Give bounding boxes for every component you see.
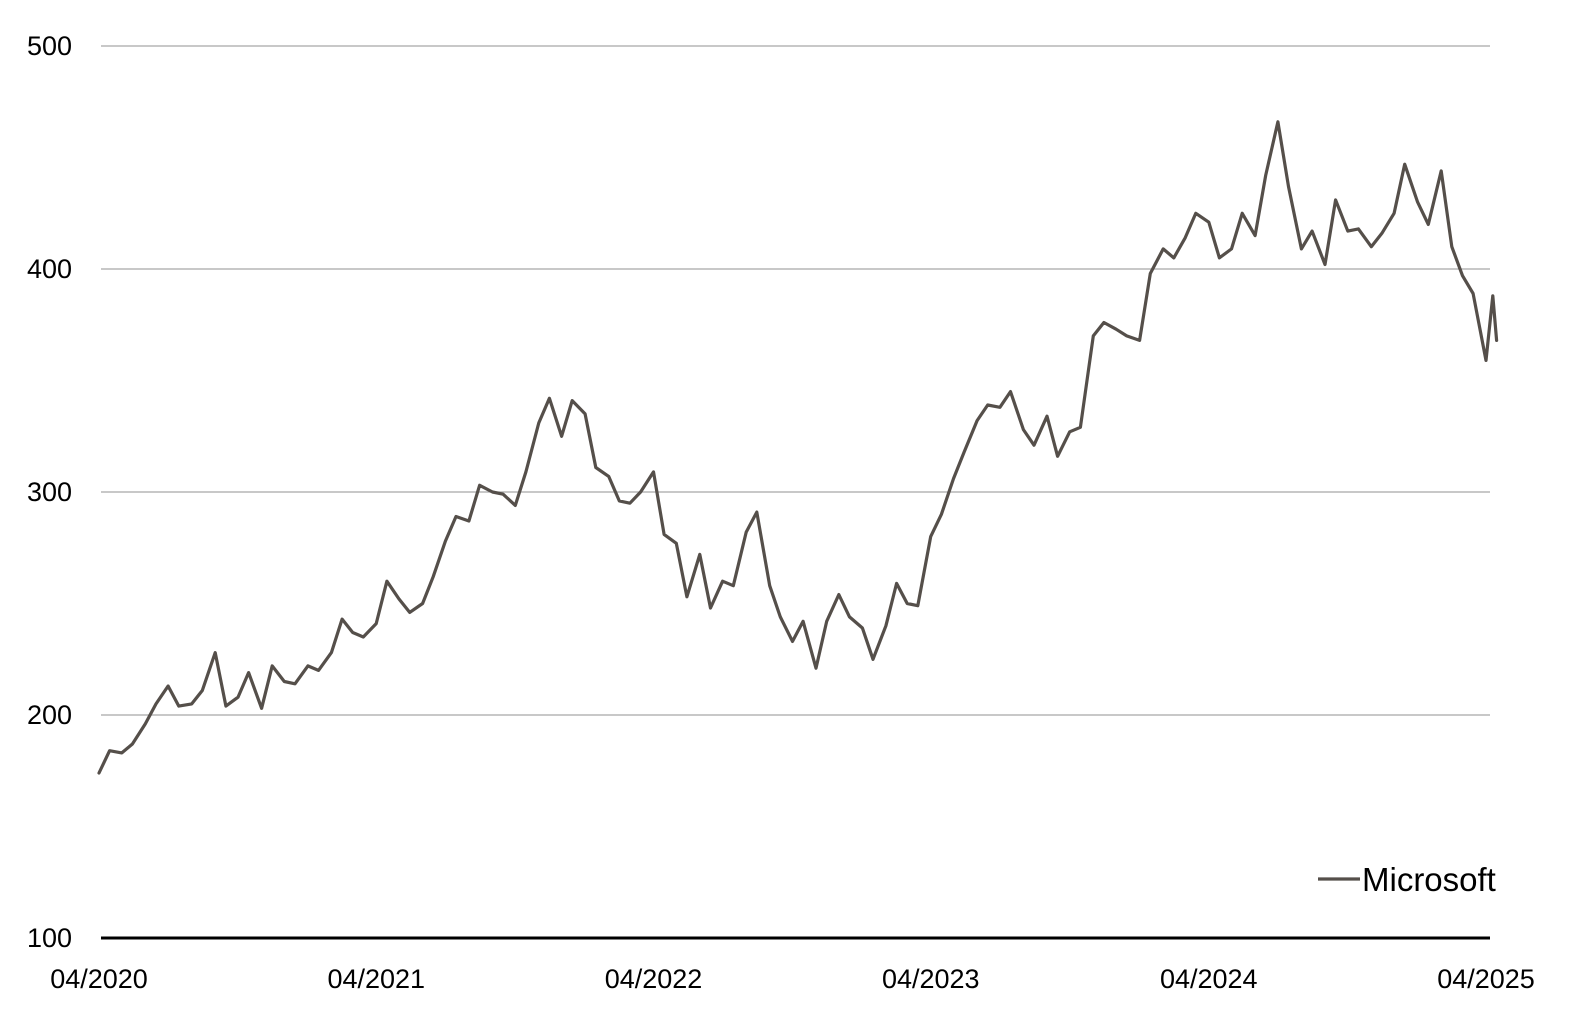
gridlines <box>101 45 1490 716</box>
x-tick-label-2021-04: 04/2021 <box>327 964 425 994</box>
y-axis-tick-labels: 100 200 300 400 500 <box>27 31 72 953</box>
series-layer <box>97 120 1499 775</box>
x-tick-label-2022-04: 04/2022 <box>605 964 703 994</box>
series-line-microsoft <box>97 120 1499 775</box>
legend: Microsoft <box>1318 861 1496 898</box>
series-points-microsoft <box>98 121 1497 773</box>
y-tick-label-400: 400 <box>27 254 72 284</box>
y-tick-label-100: 100 <box>27 923 72 953</box>
x-tick-label-2023-04: 04/2023 <box>882 964 980 994</box>
y-tick-label-300: 300 <box>27 477 72 507</box>
x-tick-label-2020-04: 04/2020 <box>50 964 148 994</box>
legend-label-microsoft: Microsoft <box>1362 861 1496 898</box>
x-axis-tick-labels: 04/2020 04/2021 04/2022 04/2023 04/2024 04/20… <box>50 964 1535 994</box>
x-tick-label-2025-04: 04/2025 <box>1437 964 1535 994</box>
y-tick-label-200: 200 <box>27 700 72 730</box>
x-tick-label-2024-04: 04/2024 <box>1160 964 1258 994</box>
y-tick-label-500: 500 <box>27 31 72 61</box>
